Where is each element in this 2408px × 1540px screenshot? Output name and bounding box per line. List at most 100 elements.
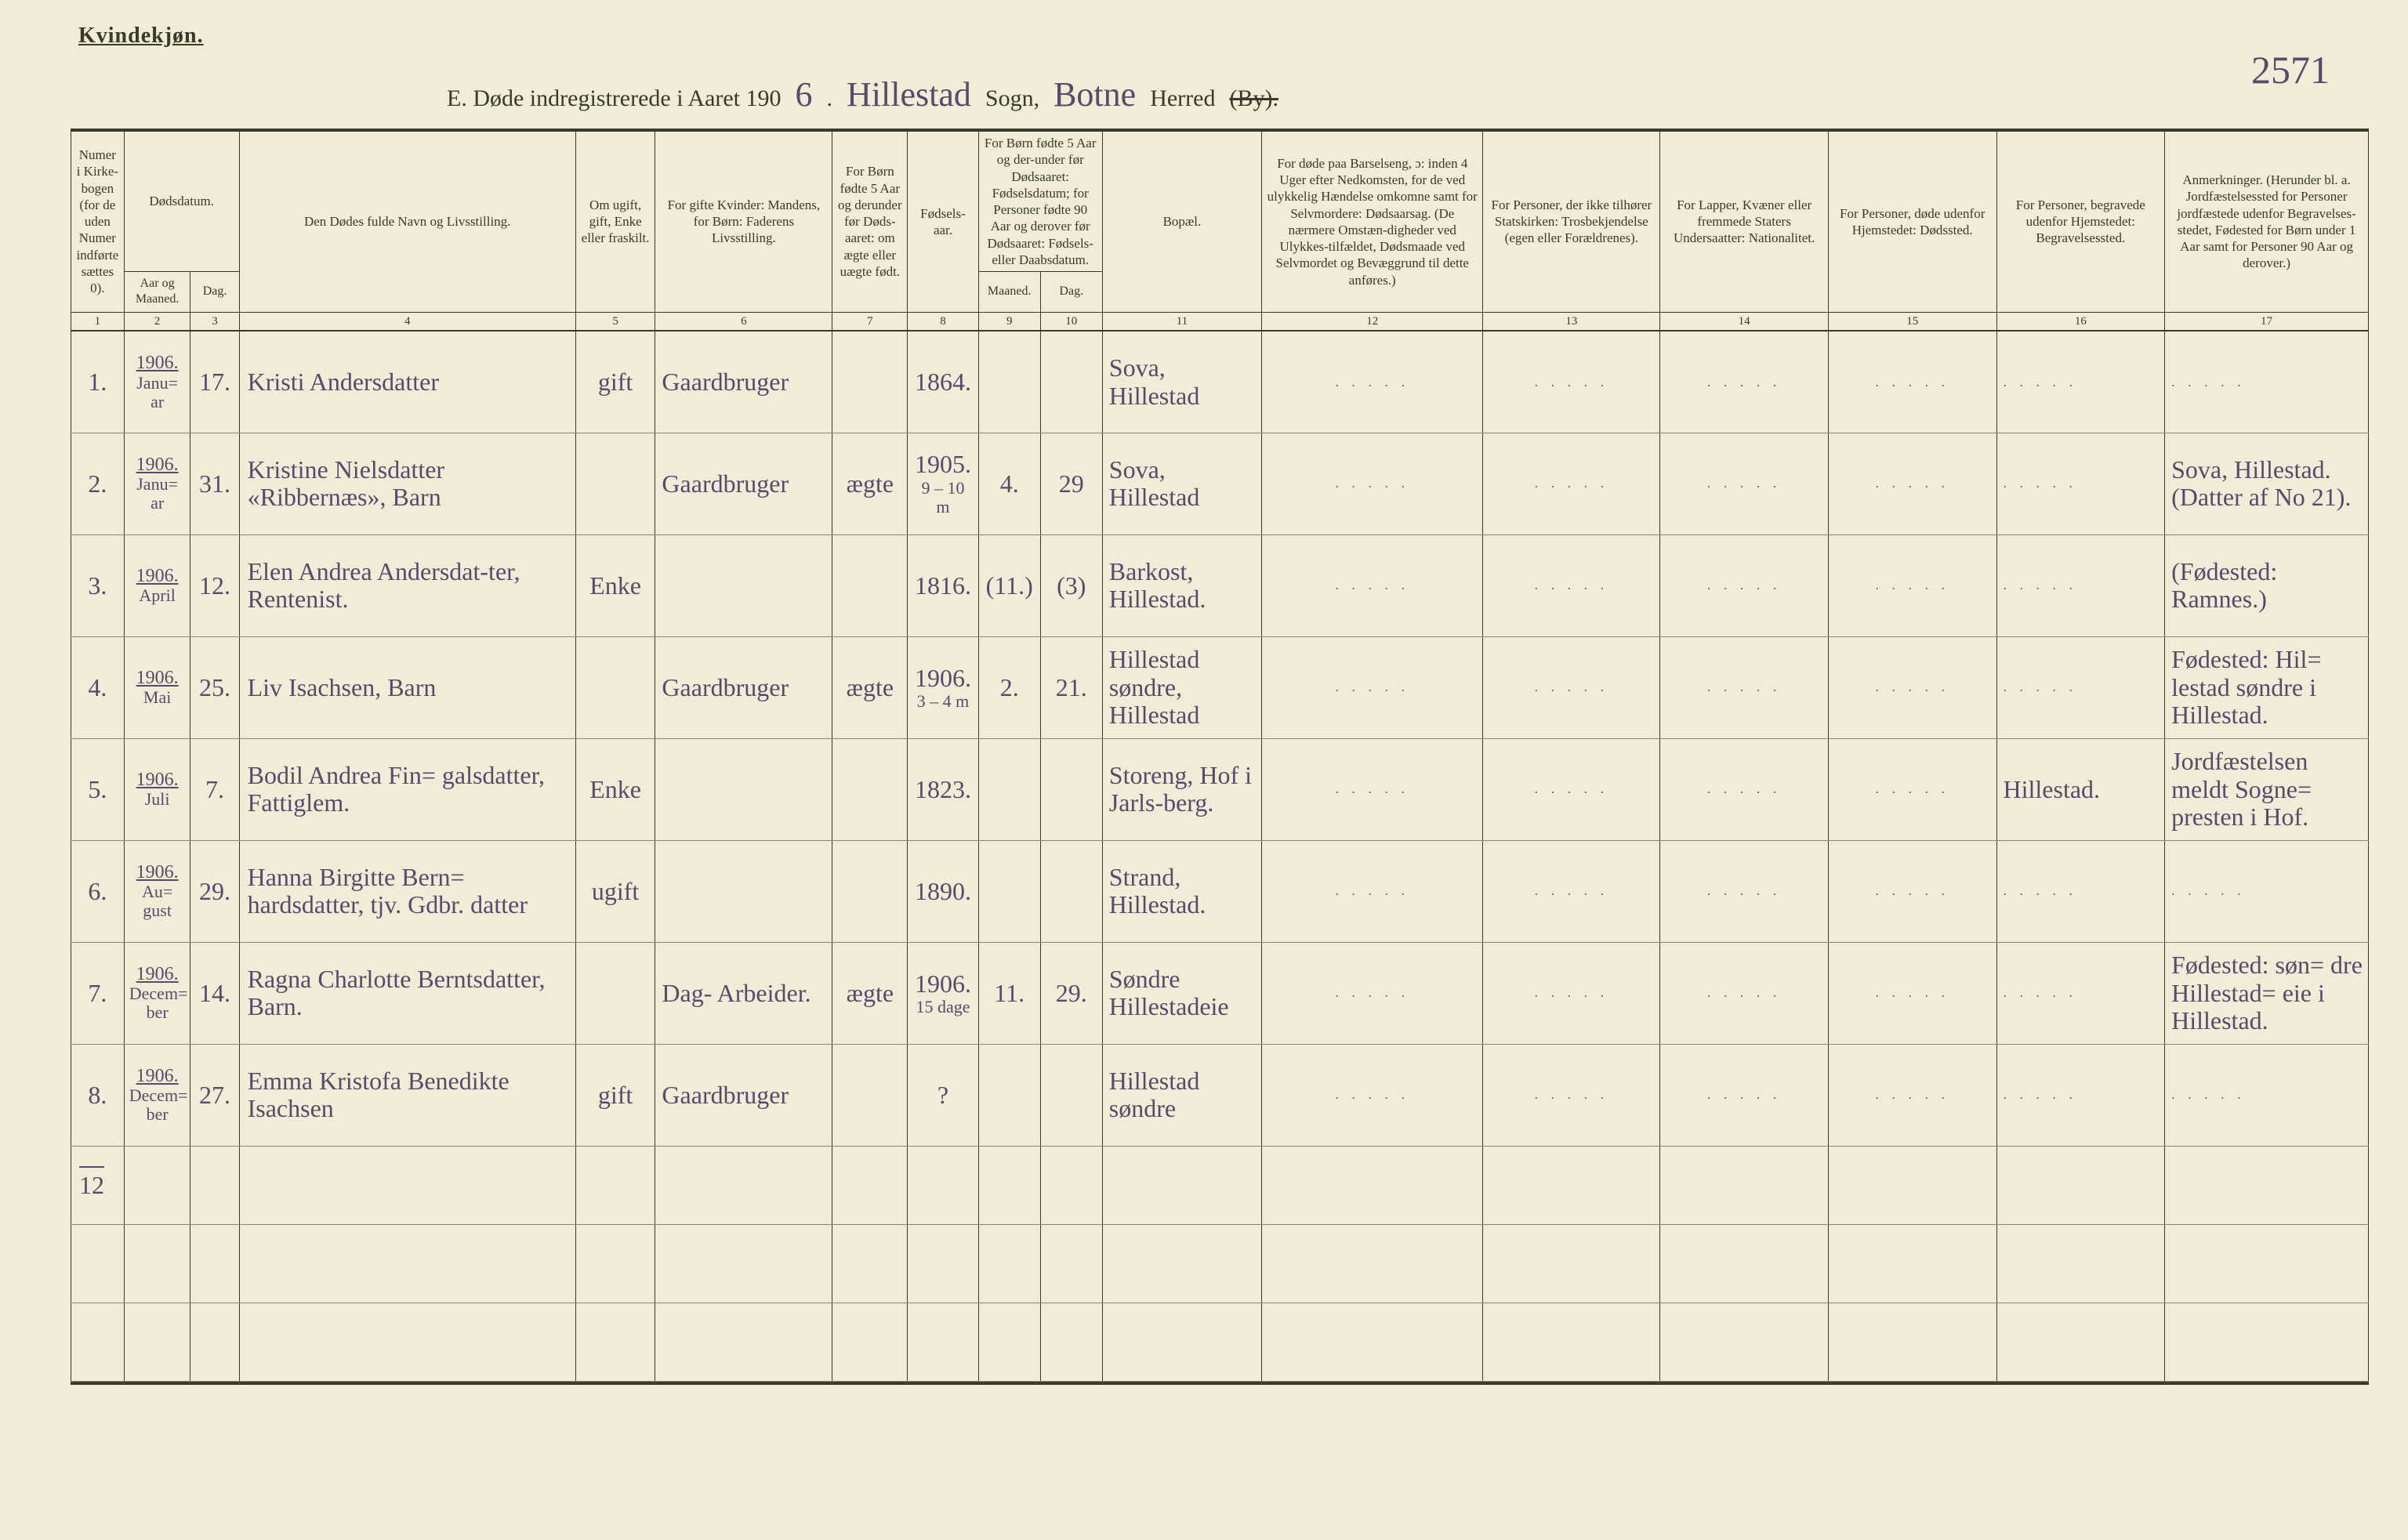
cell: Enke [575,738,655,840]
cell: . . . . . [1996,1044,2165,1146]
table-row: 7.1906.Decem= ber14.Ragna Charlotte Bern… [71,942,2369,1044]
cell: ægte [832,636,908,738]
empty-row [71,1224,2369,1303]
cell-year-month: 1906.Janu= ar [124,331,190,433]
table-row: 1.1906.Janu= ar17.Kristi Andersdattergif… [71,331,2369,433]
cell: (3) [1040,534,1102,636]
cell: . . . . . [1996,636,2165,738]
cell: 12. [190,534,239,636]
sogn-label: Sogn, [985,85,1039,112]
cell: 8. [71,1044,125,1146]
cell: . . . . . [1996,433,2165,534]
cell [190,1224,239,1303]
hdr-15: For Personer, døde udenfor Hjemstedet: D… [1828,132,1996,312]
cell: 2. [71,433,125,534]
cell: . . . . . [1996,534,2165,636]
cell [978,331,1040,433]
ledger-frame: Numer i Kirke-bogen (for de uden Numer i… [71,129,2369,1385]
colnum: 7 [832,312,908,331]
cell [575,636,655,738]
cell: . . . . . [1828,840,1996,942]
cell: 6. [71,840,125,942]
cell [1040,1303,1102,1381]
cell: 21. [1040,636,1102,738]
cell: Hanna Birgitte Bern= hardsdatter, tjv. G… [239,840,575,942]
cell: 29. [190,840,239,942]
cell: 5. [71,738,125,840]
cell: . . . . . [1262,636,1483,738]
hdr-9: Maaned. [978,272,1040,313]
cell-birth: 1890. [908,840,978,942]
cell: 3. [71,534,125,636]
cell [2165,1303,2369,1381]
cell: . . . . . [1828,738,1996,840]
cell-birth: ? [908,1044,978,1146]
empty-row [71,1303,2369,1381]
cell: . . . . . [1262,534,1483,636]
cell [1483,1303,1660,1381]
cell: Gaardbruger [655,433,832,534]
cell [1483,1224,1660,1303]
cell: Hillestad søndre, Hillestad [1102,636,1261,738]
cell [908,1146,978,1224]
hdr-10: Dag. [1040,272,1102,313]
cell: . . . . . [1660,942,1829,1044]
title-period: . [827,85,833,112]
herred-value: Botne [1054,74,1136,114]
title-prefix: E. Døde indregistrerede i Aaret 190 [447,85,782,112]
cell [832,840,908,942]
cell: 14. [190,942,239,1044]
cell: 7. [71,942,125,1044]
cell: 11. [978,942,1040,1044]
cell [978,840,1040,942]
hdr-14: For Lapper, Kvæner eller fremmede Stater… [1660,132,1829,312]
cell: . . . . . [1483,1044,1660,1146]
cell: . . . . . [1660,331,1829,433]
cell: (11.) [978,534,1040,636]
cell [1828,1224,1996,1303]
cell: . . . . . [1262,942,1483,1044]
by-strike: (By). [1229,85,1278,112]
ledger-page: Kvindekjøn. 2571 E. Døde indregistrerede… [0,0,2408,1540]
cell [2165,1146,2369,1224]
hdr-7: For Børn fødte 5 Aar og derunder før Død… [832,132,908,312]
cell: . . . . . [1828,433,1996,534]
cell: Ragna Charlotte Berntsdatter, Barn. [239,942,575,1044]
cell: . . . . . [1660,433,1829,534]
cell: Kristi Andersdatter [239,331,575,433]
cell: . . . . . [1483,331,1660,433]
cell [655,534,832,636]
table-row: 2.1906.Janu= ar31.Kristine Nielsdatter «… [71,433,2369,534]
herred-label: Herred [1150,85,1215,112]
cell [978,1146,1040,1224]
cell: . . . . . [1996,331,2165,433]
cell: . . . . . [2165,1044,2369,1146]
cell: . . . . . [1660,534,1829,636]
cell: Bodil Andrea Fin= galsdatter, Fattiglem. [239,738,575,840]
cell [1262,1146,1483,1224]
cell: Gaardbruger [655,331,832,433]
hdr-5: Om ugift, gift, Enke eller fraskilt. [575,132,655,312]
hdr-8: Fødsels-aar. [908,132,978,312]
cell [239,1224,575,1303]
cell: . . . . . [1828,942,1996,1044]
cell [239,1303,575,1381]
gender-label: Kvindekjøn. [78,24,204,49]
cell-birth: 1905.9 – 10 m [908,433,978,534]
cell: Enke [575,534,655,636]
cell [575,942,655,1044]
colnum: 1 [71,312,125,331]
cell [978,1044,1040,1146]
cell [832,331,908,433]
colnum: 12 [1262,312,1483,331]
cell [655,1146,832,1224]
table-row: 3.1906.April12.Elen Andrea Andersdat-ter… [71,534,2369,636]
cell: Storeng, Hof i Jarls-berg. [1102,738,1261,840]
colnum: 14 [1660,312,1829,331]
cell [1040,738,1102,840]
table-row: 4.1906.Mai25.Liv Isachsen, BarnGaardbrug… [71,636,2369,738]
cell: . . . . . [1828,636,1996,738]
cell: Fødested: Hil= lestad søndre i Hillestad… [2165,636,2369,738]
hdr-12: For døde paa Barselseng, ɔ: inden 4 Uger… [1262,132,1483,312]
cell [978,738,1040,840]
